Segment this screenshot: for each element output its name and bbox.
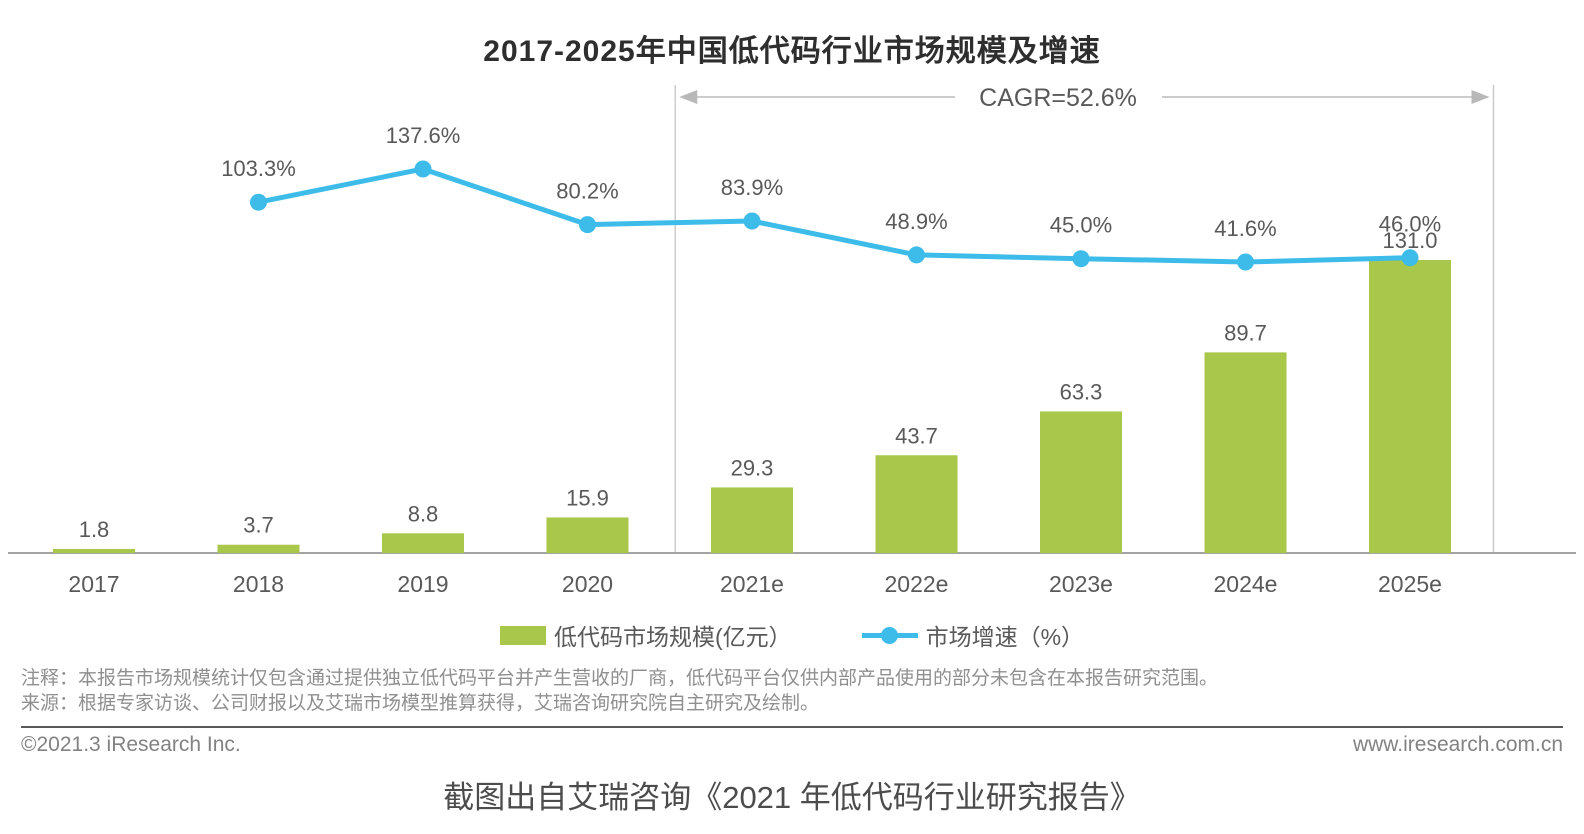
cagr-arrowhead-left-icon [679,90,698,104]
bar-label-2023e: 63.3 [1060,379,1103,404]
cagr-label: CAGR=52.6% [979,84,1137,112]
chart-title: 2017-2025年中国低代码行业市场规模及增速 [483,35,1101,68]
line-label-2020: 80.2% [556,179,618,204]
x-tick-2017: 2017 [68,571,119,597]
line-label-2022e: 48.9% [885,209,947,234]
bar-2020 [546,517,629,553]
x-tick-2018: 2018 [233,571,284,597]
bar-2021e [711,487,793,553]
bar-2017 [53,548,135,553]
bar-2018 [217,544,300,553]
x-tick-2019: 2019 [397,571,448,597]
footnote-annotation: 注释：本报告市场规模统计仅包含通过提供独立低代码平台并产生营收的厂商，低代码平台… [21,668,1219,689]
footer-divider [21,726,1563,728]
line-label-2019: 137.6% [386,123,461,148]
bar-2024e [1204,352,1287,553]
bar-label-2020: 15.9 [566,485,609,510]
bar-label-2025e: 131.0 [1382,228,1437,253]
bar-label-2019: 8.8 [408,501,439,526]
copyright-text: ©2021.3 iResearch Inc. [21,733,241,756]
line-point-2020 [579,216,596,234]
x-tick-2022e: 2022e [885,571,949,597]
line-label-2021e: 83.9% [721,175,783,200]
footer: ©2021.3 iResearch Inc. www.iresearch.com… [21,733,1563,757]
bar-2025e [1369,260,1451,553]
line-point-2023e [1072,250,1090,268]
x-tick-2024e: 2024e [1214,571,1278,597]
bar-legend-swatch-icon [499,625,546,645]
line-point-2019 [414,160,432,178]
x-tick-2023e: 2023e [1049,571,1113,597]
footnotes: 注释：本报告市场规模统计仅包含通过提供独立低代码平台并产生营收的厂商，低代码平台… [21,666,1566,716]
legend-line-label: 市场增速（%） [925,624,1085,650]
line-label-2023e: 45.0% [1050,213,1112,238]
line-label-2024e: 41.6% [1214,216,1276,241]
line-point-2018 [250,193,267,211]
legend-item-market-size: 低代码市场规模(亿元） [499,618,792,652]
legend-bars-label: 低代码市场规模(亿元） [553,624,792,650]
line-label-2018: 103.3% [221,156,296,181]
line-point-2022e [908,246,925,264]
bar-2023e [1040,411,1122,553]
line-legend-swatch-icon [861,626,918,644]
legend-item-growth-rate: 市场增速（%） [861,618,1085,652]
x-tick-2025e: 2025e [1378,571,1442,597]
line-legend-dot-icon [880,626,898,644]
line-label-2025e: 46.0% [1379,212,1441,237]
line-point-2024e [1237,253,1254,271]
bar-label-2021e: 29.3 [731,455,774,480]
chart-legend: 低代码市场规模(亿元） 市场增速（%） [0,618,1584,652]
footnote-source: 来源：根据专家访谈、公司财报以及艾瑞市场模型推算获得，艾瑞咨询研究院自主研究及绘… [21,693,820,714]
line-point-2021e [743,212,761,230]
line-point-2025e [1401,249,1419,267]
image-caption: 截图出自艾瑞咨询《2021 年低代码行业研究报告》 [443,780,1141,815]
bar-label-2018: 3.7 [243,513,274,538]
website-url: www.iresearch.com.cn [1352,733,1563,756]
x-tick-2021e: 2021e [720,571,784,597]
bar-label-2022e: 43.7 [895,423,938,448]
bar-2022e [875,455,958,553]
bar-label-2017: 1.8 [79,517,110,542]
x-tick-2020: 2020 [562,571,613,597]
chart-svg: CAGR=52.6% 1.8 2017 3.7 2018 8.8 2019 15.9 2020 2… [8,84,1576,597]
bar-label-2024e: 89.7 [1224,320,1267,345]
cagr-arrowhead-right-icon [1471,90,1490,104]
growth-line [258,166,1411,265]
bar-2019 [382,533,464,553]
